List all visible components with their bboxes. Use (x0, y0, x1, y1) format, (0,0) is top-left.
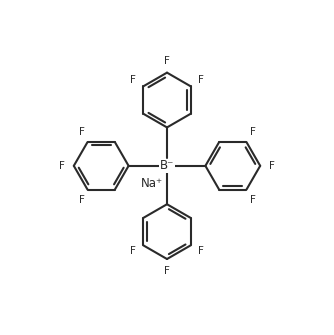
Text: F: F (249, 195, 256, 205)
Text: F: F (164, 266, 170, 276)
Text: F: F (78, 127, 85, 137)
Text: F: F (269, 161, 275, 171)
Text: F: F (198, 75, 204, 85)
Text: Na⁺: Na⁺ (141, 177, 163, 190)
Text: F: F (164, 56, 170, 66)
Text: B⁻: B⁻ (160, 159, 174, 172)
Text: F: F (130, 246, 136, 256)
Text: F: F (130, 75, 136, 85)
Text: F: F (78, 195, 85, 205)
Text: F: F (59, 161, 65, 171)
Text: F: F (198, 246, 204, 256)
Text: F: F (249, 127, 256, 137)
